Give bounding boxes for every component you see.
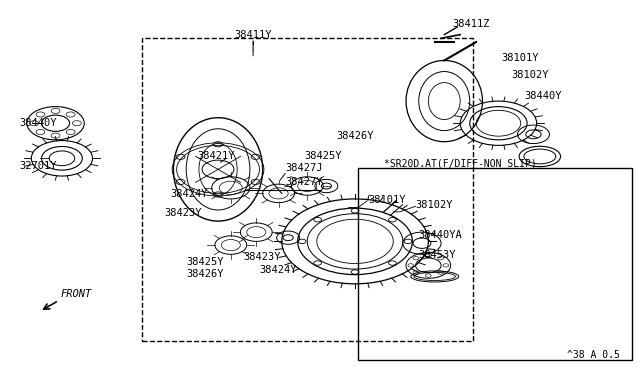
Text: 38102Y: 38102Y xyxy=(511,70,548,80)
Bar xyxy=(358,167,632,359)
Text: 38411Y: 38411Y xyxy=(234,30,272,40)
Text: 32701Y: 32701Y xyxy=(19,161,57,171)
Text: *SR20D.AT(F/DIFF-NON SLIP): *SR20D.AT(F/DIFF-NON SLIP) xyxy=(384,159,536,169)
Text: 38102Y: 38102Y xyxy=(415,200,453,210)
Text: ^38 A 0.5: ^38 A 0.5 xyxy=(566,350,620,359)
Text: 38427Y: 38427Y xyxy=(285,177,323,187)
Text: 38101Y: 38101Y xyxy=(502,52,539,62)
Bar xyxy=(141,38,473,341)
Text: 38453Y: 38453Y xyxy=(419,250,456,260)
Text: 38423Y: 38423Y xyxy=(244,252,281,262)
Text: 38426Y: 38426Y xyxy=(336,131,373,141)
Text: 38440Y: 38440Y xyxy=(19,118,57,128)
Text: 38424Y: 38424Y xyxy=(259,265,297,275)
Text: 38426Y: 38426Y xyxy=(186,269,224,279)
Text: 38421Y: 38421Y xyxy=(198,151,235,161)
Text: 38440Y: 38440Y xyxy=(524,90,561,100)
Text: 38424Y: 38424Y xyxy=(170,189,208,199)
Text: 38423Y: 38423Y xyxy=(164,208,202,218)
Text: 38427J: 38427J xyxy=(285,163,323,173)
Text: FRONT: FRONT xyxy=(61,289,92,299)
Text: 38440YA: 38440YA xyxy=(419,230,463,240)
Text: 38101Y: 38101Y xyxy=(369,195,406,205)
Text: 38425Y: 38425Y xyxy=(186,257,224,267)
Text: 38425Y: 38425Y xyxy=(305,151,342,161)
Text: 38411Z: 38411Z xyxy=(452,19,490,29)
